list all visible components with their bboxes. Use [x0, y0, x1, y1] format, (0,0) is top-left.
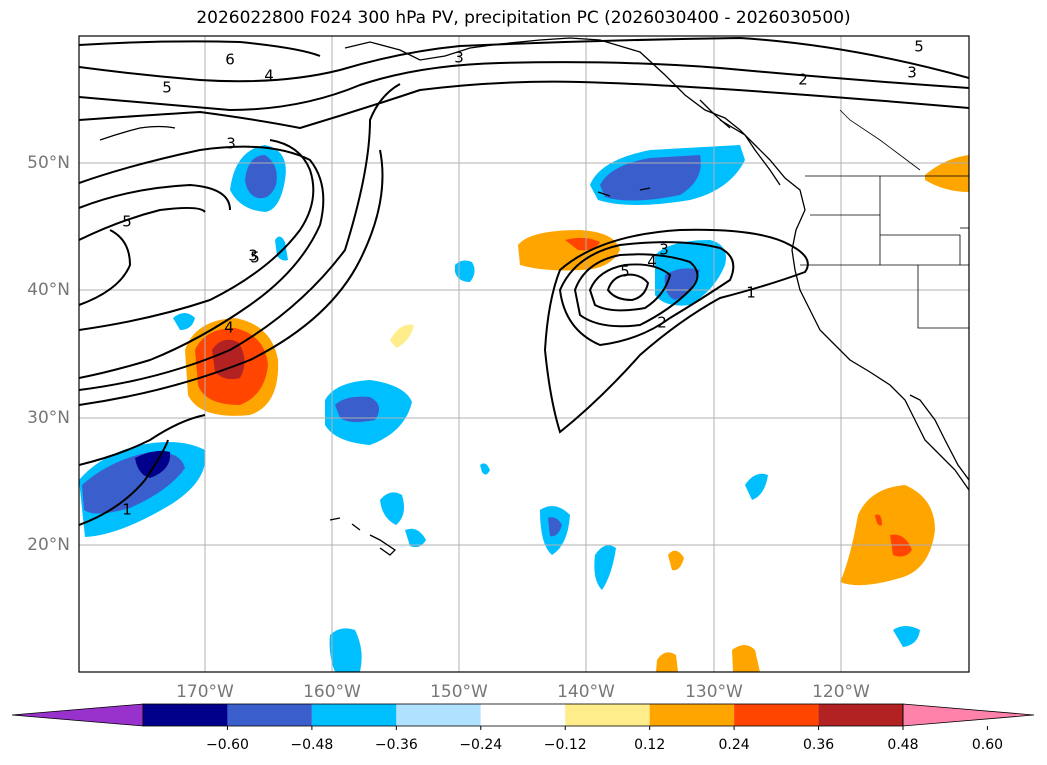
contour-label: 4 [224, 319, 234, 337]
contour-label: 1 [122, 501, 132, 519]
lon-label: 170°W [176, 682, 234, 702]
colorbar-tick-label: 0.36 [803, 737, 834, 753]
lat-label: 40°N [27, 280, 70, 300]
colorbar-tick-label: 0.24 [719, 737, 750, 753]
lon-label: 140°W [557, 682, 615, 702]
contour-label: 3 [454, 49, 464, 67]
contour-label: 3 [659, 241, 669, 259]
contour-label: 3 [226, 135, 236, 153]
lon-label: 150°W [430, 682, 488, 702]
contour-label: 5 [162, 79, 172, 97]
graticule [79, 36, 969, 672]
contour-label: 2 [657, 314, 667, 332]
colorbar-extend-max [902, 703, 1035, 727]
lat-label: 50°N [27, 153, 70, 173]
borders [800, 109, 969, 329]
colorbar-bin [227, 704, 312, 726]
colorbar: −0.60 −0.48 −0.36 −0.24 −0.12 0.12 0.24 0.36 0.4… [11, 703, 1035, 753]
contour-label: 6 [225, 51, 235, 69]
lat-label: 30°N [27, 408, 70, 428]
contour-label: 5 [250, 249, 260, 267]
lon-axis: 170°W 160°W 150°W 140°W 130°W 120°W [176, 682, 870, 702]
lat-label: 20°N [27, 535, 70, 555]
contour-label: 5 [620, 263, 630, 281]
contour-label: 4 [647, 253, 657, 271]
colorbar-bin [480, 704, 566, 726]
contour-labels: 6 5 4 3 3 5 3 2 3 5 5 4 3 5 4 2 1 1 [122, 38, 924, 519]
colorbar-extend-min [11, 703, 144, 727]
colorbar-tick-label: −0.60 [206, 737, 249, 753]
colorbar-bin [311, 704, 397, 726]
colorbar-bin [649, 704, 735, 726]
colorbar-tick-label: −0.12 [544, 737, 587, 753]
map-title: 2026022800 F024 300 hPa PV, precipitatio… [196, 8, 851, 28]
colorbar-tick-label: 0.60 [972, 737, 1003, 753]
lat-axis: 50°N 40°N 30°N 20°N [27, 153, 70, 555]
colorbar-bin [565, 704, 650, 726]
precip-shading [79, 145, 969, 672]
contour-label: 5 [914, 38, 924, 56]
contour-label: 1 [746, 284, 756, 302]
contour-label: 3 [248, 247, 258, 265]
colorbar-bin [396, 704, 481, 726]
colorbar-bin [734, 704, 819, 726]
colorbar-bin [818, 704, 903, 726]
colorbar-tick-label: −0.48 [290, 737, 333, 753]
colorbar-tick-label: −0.24 [459, 737, 502, 753]
lon-label: 120°W [812, 682, 870, 702]
contour-label: 2 [798, 71, 808, 89]
colorbar-frame [142, 703, 904, 727]
lon-label: 130°W [685, 682, 743, 702]
contour-label: 3 [907, 64, 917, 82]
map-frame [78, 35, 970, 673]
colorbar-tick-label: 0.48 [887, 737, 918, 753]
colorbar-bin [143, 704, 228, 726]
lon-label: 160°W [303, 682, 361, 702]
contour-label: 5 [122, 213, 132, 231]
contour-label: 4 [264, 67, 274, 85]
colorbar-tick-label: 0.12 [634, 737, 665, 753]
colorbar-tick-label: −0.36 [375, 737, 418, 753]
pv-contours [79, 36, 969, 526]
